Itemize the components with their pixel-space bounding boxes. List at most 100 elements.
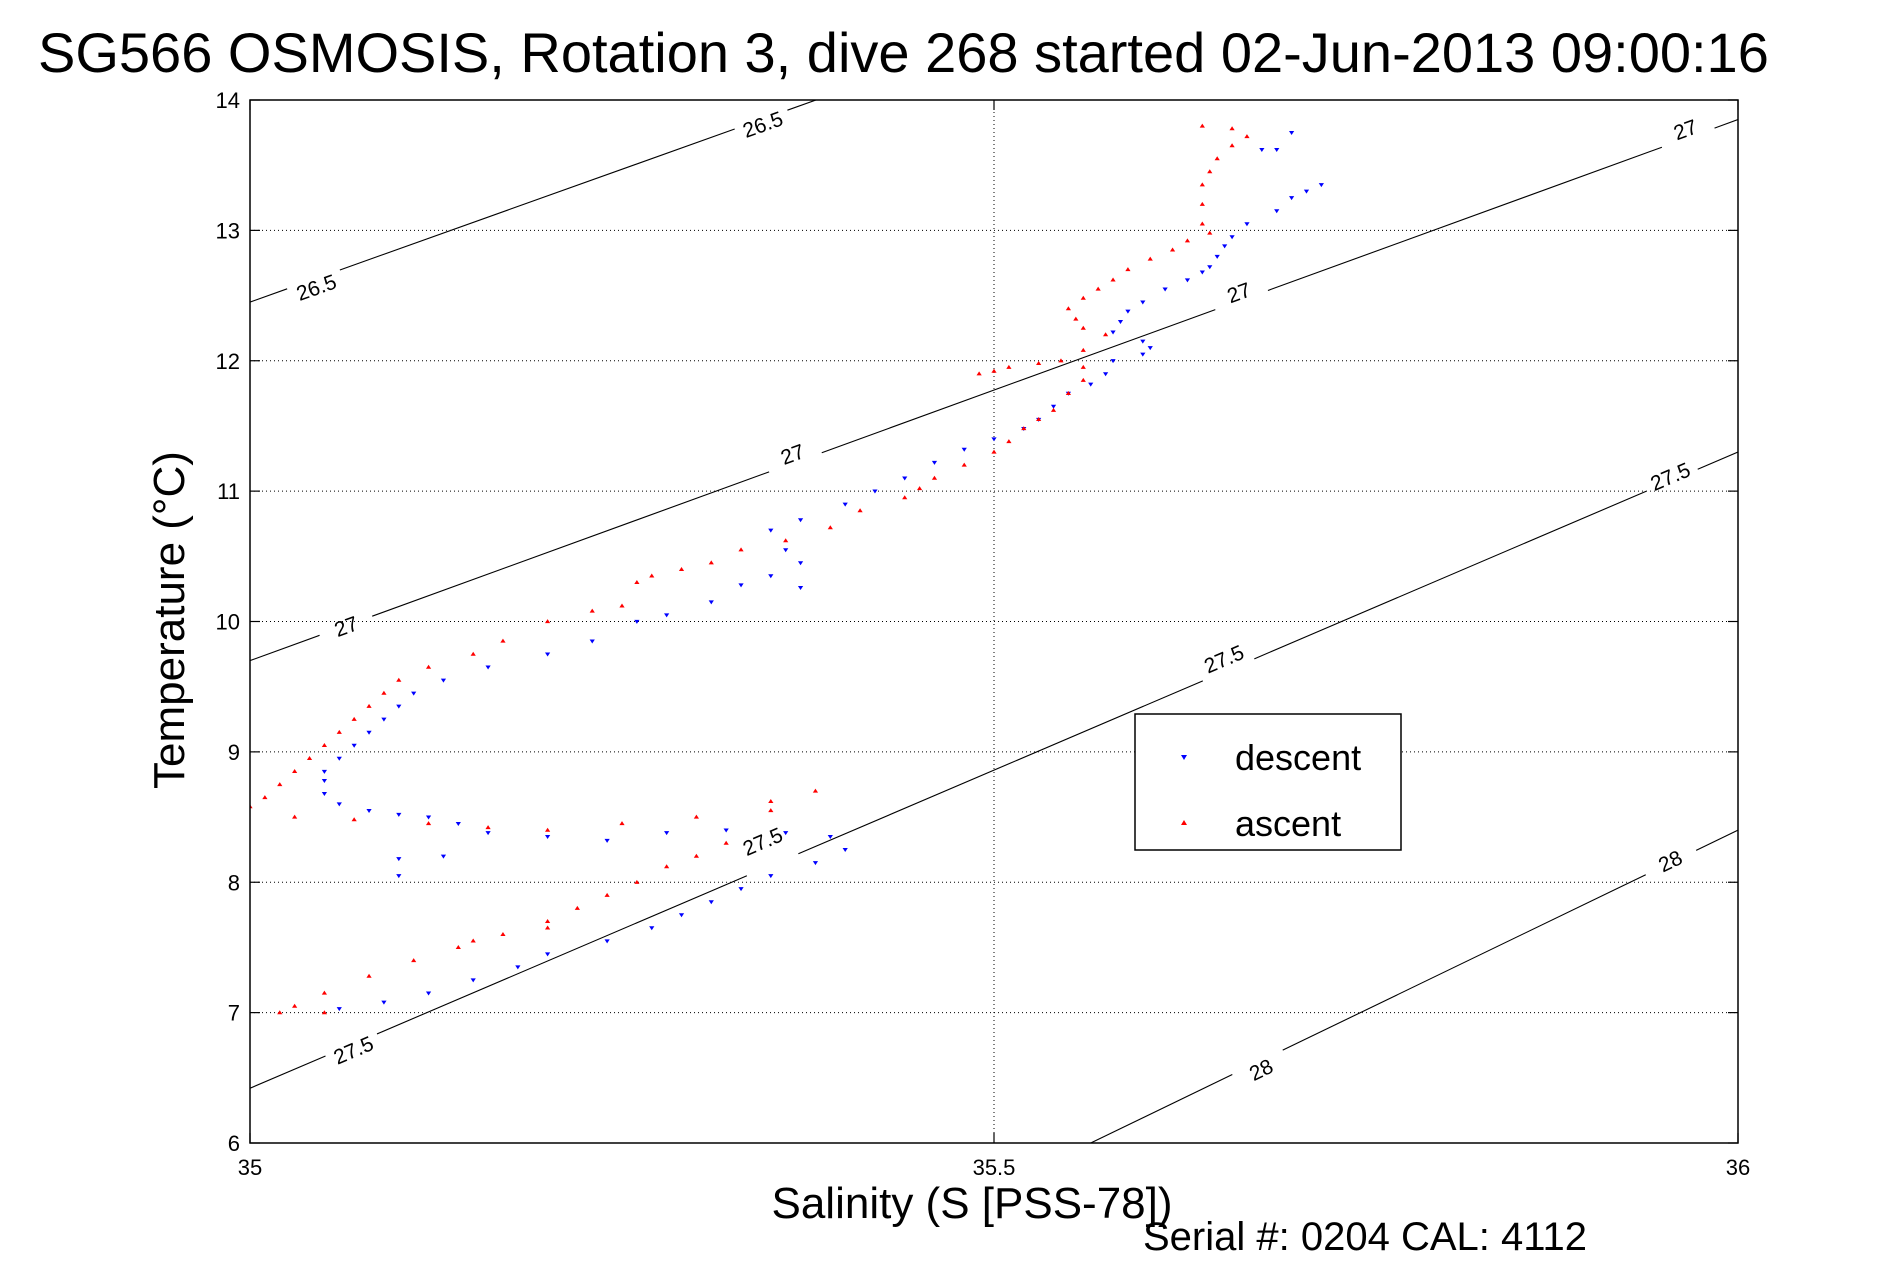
descent-point xyxy=(1088,382,1094,387)
descent-point xyxy=(545,952,551,957)
y-tick-label: 7 xyxy=(228,1001,240,1026)
density-contour-line xyxy=(798,680,1204,855)
descent-point xyxy=(455,821,461,826)
ascent-point xyxy=(425,664,432,669)
density-contour-line xyxy=(372,471,770,617)
ascent-point xyxy=(1207,169,1213,174)
descent-point xyxy=(708,600,714,605)
ascent-point xyxy=(768,808,774,813)
descent-point xyxy=(336,1007,342,1012)
ascent-point xyxy=(678,566,685,571)
descent-point xyxy=(1110,359,1116,364)
descent-point xyxy=(1303,189,1310,194)
descent-point xyxy=(425,815,432,820)
legend-box xyxy=(1134,713,1402,851)
ascent-point xyxy=(1199,182,1205,187)
density-contour-line xyxy=(376,875,748,1035)
density-contour-line xyxy=(250,288,288,303)
y-tick-label: 11 xyxy=(217,479,240,504)
ascent-point xyxy=(574,905,580,910)
ascent-point xyxy=(1229,126,1235,131)
ascent-point xyxy=(902,495,908,500)
descent-point xyxy=(604,838,610,843)
descent-point xyxy=(1162,287,1168,292)
ascent-point xyxy=(351,716,357,721)
ascent-point xyxy=(545,619,551,624)
ascent-point xyxy=(1095,286,1101,291)
legend-descent-label: descent xyxy=(1235,737,1361,778)
descent-point xyxy=(1229,235,1235,240)
descent-point xyxy=(604,939,610,944)
ascent-point xyxy=(649,573,655,578)
ascent-point xyxy=(1021,426,1027,431)
descent-point xyxy=(678,913,685,918)
ascent-point xyxy=(708,560,714,565)
descent-point xyxy=(1140,352,1146,357)
descent-point xyxy=(589,639,595,644)
ascent-point xyxy=(991,368,997,373)
ascent-point xyxy=(1199,123,1205,128)
density-contour-line xyxy=(1697,451,1738,470)
ascent-point xyxy=(500,932,506,936)
density-contour-line xyxy=(1090,1074,1233,1143)
descent-point xyxy=(485,831,491,836)
density-contour-line xyxy=(339,128,735,271)
ascent-point xyxy=(857,508,863,513)
ascent-point xyxy=(1036,417,1042,422)
ascent-point xyxy=(961,462,967,467)
ascent-point xyxy=(351,817,357,822)
descent-point xyxy=(634,619,640,624)
y-tick-label: 6 xyxy=(228,1131,240,1156)
ascent-point xyxy=(1080,347,1086,352)
ascent-point xyxy=(425,821,432,826)
descent-point xyxy=(842,848,848,853)
ascent-point xyxy=(589,608,595,613)
descent-point xyxy=(545,835,551,840)
descent-point xyxy=(440,678,447,683)
ascent-point xyxy=(1080,325,1086,330)
descent-point xyxy=(1222,244,1228,249)
descent-point xyxy=(649,926,655,931)
descent-point xyxy=(723,828,729,833)
axis-ticks: 35 35.5 36 6 7 8 9 10 11 12 13 14 xyxy=(216,88,1751,1180)
descent-point xyxy=(1199,270,1205,275)
descent-point xyxy=(783,548,789,553)
ascent-point xyxy=(664,864,670,869)
descent-point xyxy=(1110,330,1116,335)
descent-point xyxy=(797,561,804,566)
ascent-point xyxy=(619,603,625,608)
ascent-point xyxy=(693,814,699,819)
descent-point xyxy=(1184,278,1191,283)
ascent-point xyxy=(306,755,313,760)
descent-point xyxy=(336,756,342,761)
descent-point xyxy=(1050,404,1057,409)
ascent-point xyxy=(1147,256,1153,261)
ascent-point xyxy=(693,853,699,858)
ascent-point xyxy=(783,538,789,543)
descent-point xyxy=(440,854,447,859)
legend-descent-marker xyxy=(1181,755,1187,760)
descent-point xyxy=(321,769,327,774)
x-tick-label: 35 xyxy=(238,1155,262,1180)
ascent-point xyxy=(277,782,283,787)
ascent-point xyxy=(1080,295,1086,300)
descent-point xyxy=(768,874,774,879)
ascent-point xyxy=(634,879,640,884)
legend: descent ascent xyxy=(1134,713,1402,851)
descent-point xyxy=(515,965,521,970)
ascent-point xyxy=(812,788,819,793)
descent-point xyxy=(366,730,372,735)
descent-point xyxy=(738,583,744,588)
ascent-point xyxy=(723,840,729,845)
serial-cal-footer: Serial #: 0204 CAL: 4112 xyxy=(1143,1215,1587,1259)
descent-point xyxy=(366,808,372,813)
ascent-point xyxy=(381,690,387,695)
descent-point xyxy=(961,447,967,452)
descent-point xyxy=(1244,222,1250,227)
y-tick-label: 8 xyxy=(228,870,240,895)
ascent-point xyxy=(1080,364,1086,369)
x-axis-label: Salinity (S [PSS-78]) xyxy=(771,1179,1172,1228)
ascent-point xyxy=(1006,439,1012,444)
